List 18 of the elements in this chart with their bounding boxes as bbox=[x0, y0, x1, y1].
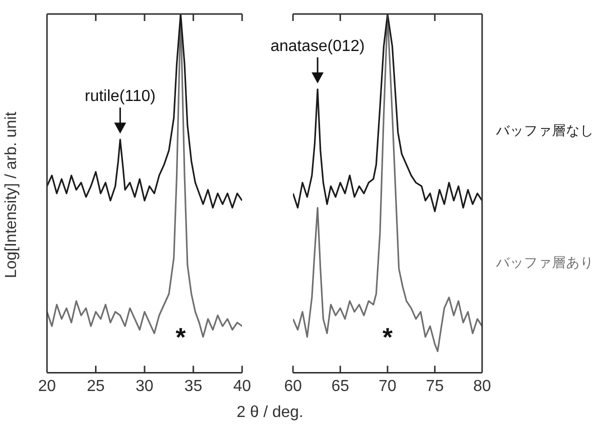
text: バッファ層なし bbox=[496, 122, 592, 140]
annotation: anatase(012) bbox=[270, 38, 365, 55]
x-tick-label: 30 bbox=[136, 378, 154, 395]
x-tick-label: 70 bbox=[378, 378, 397, 395]
x-tick-label: 75 bbox=[426, 378, 444, 395]
text: バッファ層あり bbox=[496, 254, 592, 272]
x-axis-title: 2 θ / deg. bbox=[236, 404, 304, 422]
x-tick-label: 65 bbox=[331, 378, 350, 395]
annotation: * bbox=[382, 322, 394, 352]
x-tick-label: 35 bbox=[184, 378, 202, 395]
x-tick-label: 25 bbox=[86, 378, 105, 395]
y-axis-title: Log[Intensity] / arb. unit bbox=[3, 112, 21, 278]
x-tick-label: 40 bbox=[233, 378, 252, 395]
x-tick-label: 60 bbox=[284, 378, 302, 395]
annotation: rutile(110) bbox=[84, 88, 156, 105]
x-tick-label: 80 bbox=[473, 378, 492, 395]
x-tick-label: 20 bbox=[38, 378, 56, 395]
annotation: * bbox=[176, 322, 187, 352]
